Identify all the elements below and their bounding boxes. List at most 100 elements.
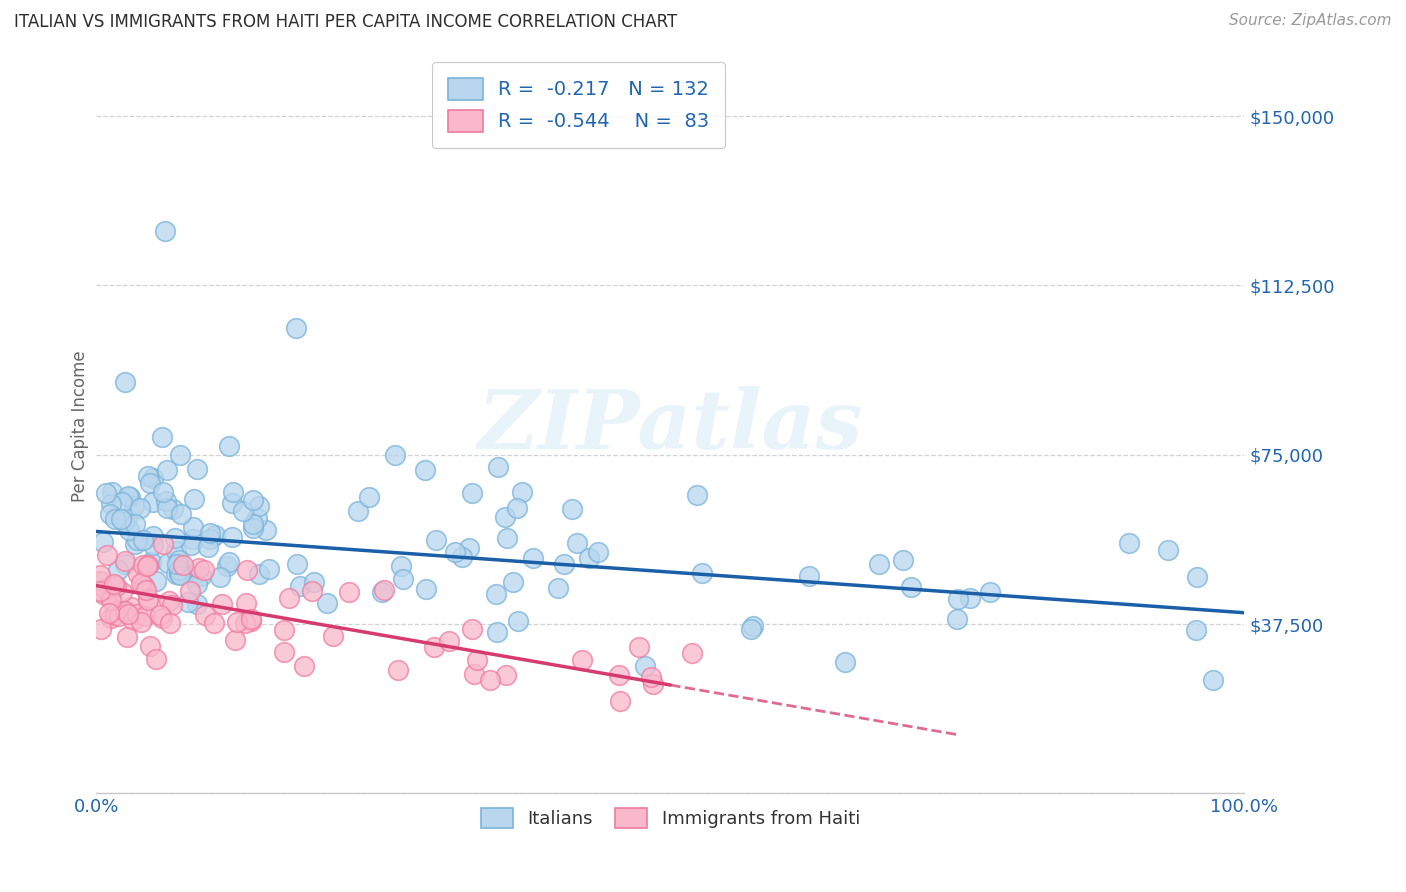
Point — [98, 606, 121, 620]
Point — [156, 556, 179, 570]
Point — [193, 563, 215, 577]
Point — [640, 670, 662, 684]
Point — [153, 224, 176, 238]
Point — [103, 576, 125, 591]
Point — [257, 562, 280, 576]
Point — [494, 510, 516, 524]
Point — [155, 463, 177, 477]
Point — [242, 492, 264, 507]
Point — [224, 632, 246, 647]
Point — [111, 495, 134, 509]
Point — [117, 490, 139, 504]
Point — [415, 582, 437, 596]
Point — [316, 596, 339, 610]
Point — [246, 511, 269, 525]
Point — [463, 667, 485, 681]
Point — [242, 517, 264, 532]
Point — [553, 557, 575, 571]
Point — [834, 655, 856, 669]
Point — [142, 471, 165, 485]
Point — [118, 524, 141, 538]
Point — [134, 609, 156, 624]
Point — [505, 500, 527, 515]
Point — [236, 562, 259, 576]
Point — [301, 584, 323, 599]
Point — [124, 516, 146, 531]
Point — [169, 568, 191, 582]
Point — [104, 608, 127, 623]
Point — [202, 615, 225, 630]
Point — [422, 640, 444, 655]
Point — [496, 532, 519, 546]
Point — [152, 485, 174, 500]
Point — [170, 507, 193, 521]
Point — [166, 558, 188, 572]
Point — [288, 579, 311, 593]
Point — [114, 554, 136, 568]
Point — [181, 520, 204, 534]
Point — [740, 622, 762, 636]
Point — [547, 581, 569, 595]
Point — [111, 584, 134, 599]
Point — [180, 568, 202, 582]
Point — [94, 486, 117, 500]
Point — [160, 598, 183, 612]
Point — [900, 580, 922, 594]
Point — [247, 500, 270, 514]
Point — [127, 566, 149, 581]
Point — [218, 555, 240, 569]
Point — [136, 592, 159, 607]
Point — [159, 616, 181, 631]
Point — [139, 639, 162, 653]
Point — [486, 459, 509, 474]
Point — [186, 462, 208, 476]
Point — [239, 612, 262, 626]
Point — [120, 599, 142, 614]
Point — [485, 586, 508, 600]
Point — [628, 640, 651, 655]
Point — [101, 485, 124, 500]
Point — [946, 612, 969, 626]
Point — [959, 591, 981, 606]
Point — [946, 591, 969, 606]
Point — [115, 630, 138, 644]
Point — [181, 532, 204, 546]
Point — [145, 574, 167, 588]
Point — [139, 475, 162, 490]
Point — [510, 484, 533, 499]
Point — [1118, 536, 1140, 550]
Point — [117, 510, 139, 524]
Point — [337, 584, 360, 599]
Point — [100, 593, 122, 607]
Point — [105, 604, 128, 618]
Point — [169, 553, 191, 567]
Point — [387, 664, 409, 678]
Point — [415, 463, 437, 477]
Point — [162, 502, 184, 516]
Point — [125, 533, 148, 548]
Point — [183, 492, 205, 507]
Point — [235, 596, 257, 610]
Point — [120, 490, 142, 504]
Point — [177, 594, 200, 608]
Point — [198, 525, 221, 540]
Point — [136, 559, 159, 574]
Point — [444, 544, 467, 558]
Point — [221, 530, 243, 544]
Point — [690, 566, 713, 581]
Point — [425, 533, 447, 547]
Point — [1185, 623, 1208, 637]
Point — [222, 484, 245, 499]
Point — [105, 579, 128, 593]
Point — [285, 557, 308, 571]
Point — [384, 448, 406, 462]
Point — [217, 559, 239, 574]
Point — [98, 507, 121, 521]
Point — [107, 563, 129, 577]
Point — [104, 603, 127, 617]
Point — [129, 500, 152, 515]
Point — [347, 503, 370, 517]
Point — [122, 613, 145, 627]
Point — [89, 568, 111, 582]
Point — [150, 610, 173, 624]
